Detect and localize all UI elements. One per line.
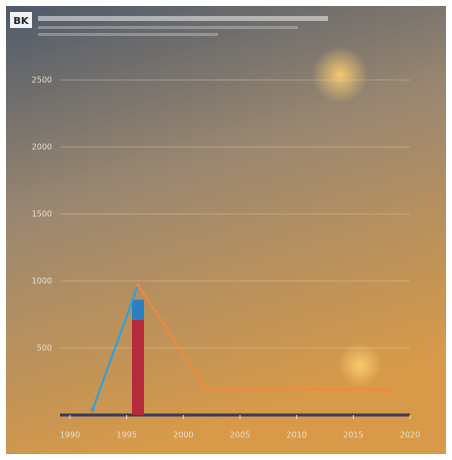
point	[204, 386, 208, 390]
x-tick-label: 2015	[343, 431, 363, 440]
chart: BK 500 1000 1500 2000 2500 1990 1995 2000 2005 20…	[0, 0, 452, 460]
glow	[338, 343, 382, 387]
x-tick-label: 2005	[230, 431, 250, 440]
y-tick-label: 1500	[32, 210, 52, 219]
y-tick-label: 2500	[32, 76, 52, 85]
x-tick-label: 2000	[173, 431, 193, 440]
background	[6, 6, 446, 454]
x-tick-label: 1990	[60, 431, 80, 440]
x-tick-label: 2010	[286, 431, 306, 440]
point	[136, 283, 140, 287]
point	[385, 388, 389, 392]
point	[91, 408, 95, 412]
x-tick-label: 2020	[400, 431, 420, 440]
y-tick-label: 1000	[32, 277, 52, 286]
bar-segment	[132, 320, 144, 415]
logo: BK	[13, 16, 30, 27]
y-tick-label: 2000	[32, 143, 52, 152]
x-tick-label: 1995	[116, 431, 136, 440]
bar-segment	[132, 300, 144, 320]
glow	[312, 47, 368, 103]
subtitle-placeholder	[38, 33, 218, 36]
subtitle-placeholder	[38, 26, 298, 29]
y-tick-label: 500	[37, 344, 52, 353]
title-placeholder	[38, 16, 328, 21]
